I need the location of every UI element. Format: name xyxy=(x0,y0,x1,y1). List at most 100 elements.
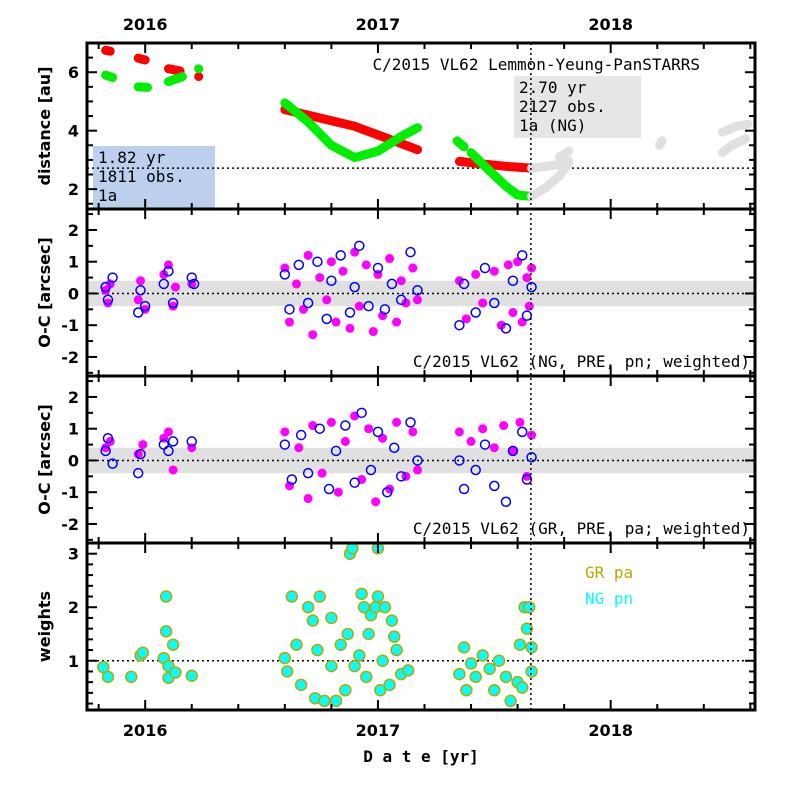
blue-point xyxy=(163,265,174,277)
cyan-point xyxy=(453,667,466,681)
blue-point xyxy=(295,429,307,441)
blue-point xyxy=(132,307,144,318)
cyan-point xyxy=(360,670,373,684)
y-axis-label: O-C [arcsec] xyxy=(35,404,54,515)
info-box xyxy=(514,76,641,138)
cyan-point xyxy=(362,627,375,641)
blue-point xyxy=(458,278,470,290)
blue-point xyxy=(372,262,384,274)
cyan-point xyxy=(278,651,292,665)
blue-point xyxy=(349,281,360,293)
magenta-point xyxy=(413,295,423,305)
cyan-point xyxy=(522,600,536,614)
magenta-point xyxy=(101,285,111,295)
magenta-point xyxy=(340,436,350,446)
y-tick-label: 0 xyxy=(68,284,79,303)
cyan-point xyxy=(492,654,506,668)
info-box-line: 1811 obs. xyxy=(98,167,185,186)
magenta-point xyxy=(364,424,374,434)
legend-entry: NG pn xyxy=(585,589,633,608)
blue-point xyxy=(388,442,400,454)
cyan-point xyxy=(124,670,138,684)
red-track xyxy=(454,156,537,173)
green-track xyxy=(466,148,537,201)
blue-point xyxy=(107,458,118,469)
info-box-line: 1a xyxy=(98,186,117,205)
green-track xyxy=(101,70,118,82)
info-box-line: 2.70 yr xyxy=(519,78,587,97)
info-box-line: 1a (NG) xyxy=(519,116,586,135)
blue-point xyxy=(507,445,519,457)
cyan-point xyxy=(306,614,320,627)
cyan-point xyxy=(318,694,331,708)
magenta-point xyxy=(461,314,471,324)
blue-point xyxy=(186,436,197,447)
y-tick-label: 4 xyxy=(68,122,79,141)
cyan-point xyxy=(376,654,389,668)
cyan-point xyxy=(504,694,517,708)
cyan-point xyxy=(280,665,294,678)
magenta-point xyxy=(170,282,180,292)
blue-point xyxy=(302,297,314,309)
cyan-point xyxy=(301,600,315,614)
cyan-point xyxy=(383,678,396,692)
cyan-point xyxy=(469,670,482,684)
blue-point xyxy=(363,300,374,312)
blue-point xyxy=(335,250,346,261)
y-tick-label: -1 xyxy=(61,316,79,335)
info-box-line: 1.82 yr xyxy=(98,148,166,167)
blue-point xyxy=(454,319,465,331)
blue-point xyxy=(167,436,179,447)
panel-caption: C/2015 VL62 (NG, PRE, pn; weighted) xyxy=(413,352,750,371)
cyan-point xyxy=(185,669,198,682)
cyan-point xyxy=(378,600,392,614)
blue-point xyxy=(330,445,342,457)
cyan-point xyxy=(159,625,173,638)
magenta-point xyxy=(345,323,355,333)
cyan-point xyxy=(387,630,401,643)
y-tick-label: 2 xyxy=(68,598,79,617)
magenta-point xyxy=(522,273,532,283)
cyan-point xyxy=(325,611,338,625)
blue-point xyxy=(102,294,114,306)
blue-point xyxy=(321,313,332,325)
data-layer xyxy=(97,45,753,708)
gray-track xyxy=(527,156,574,173)
red-point xyxy=(194,72,204,82)
blue-point xyxy=(107,272,118,283)
y-tick-label: 1 xyxy=(68,253,79,272)
magenta-point xyxy=(322,295,332,305)
legend-entry: GR pa xyxy=(585,563,633,582)
magenta-point xyxy=(371,497,381,507)
magenta-point xyxy=(413,465,423,475)
magenta-point xyxy=(315,273,325,283)
cyan-point xyxy=(353,649,366,662)
magenta-point xyxy=(136,276,146,286)
magenta-point xyxy=(524,301,534,311)
magenta-point xyxy=(101,443,111,453)
info-box xyxy=(93,146,215,209)
gray-track xyxy=(554,146,574,162)
magenta-point xyxy=(527,430,537,440)
green-track xyxy=(280,98,423,163)
cyan-point xyxy=(513,638,527,651)
green-point xyxy=(194,64,204,74)
gray-track xyxy=(527,158,574,201)
magenta-point xyxy=(396,276,406,286)
y-tick-label: 0 xyxy=(68,451,79,470)
magenta-point xyxy=(361,260,371,270)
magenta-point xyxy=(291,279,301,289)
cyan-point xyxy=(390,643,403,657)
cyan-point xyxy=(334,638,347,651)
magenta-point xyxy=(515,417,525,427)
cyan-point xyxy=(159,590,173,603)
magenta-point xyxy=(408,427,418,437)
magenta-point xyxy=(471,269,481,279)
blue-point xyxy=(344,307,356,318)
bottom-x-tick-label: 2018 xyxy=(588,721,633,740)
blue-point xyxy=(340,420,351,431)
blue-point xyxy=(386,278,398,290)
magenta-point xyxy=(354,301,364,311)
cyan-point xyxy=(476,649,489,662)
